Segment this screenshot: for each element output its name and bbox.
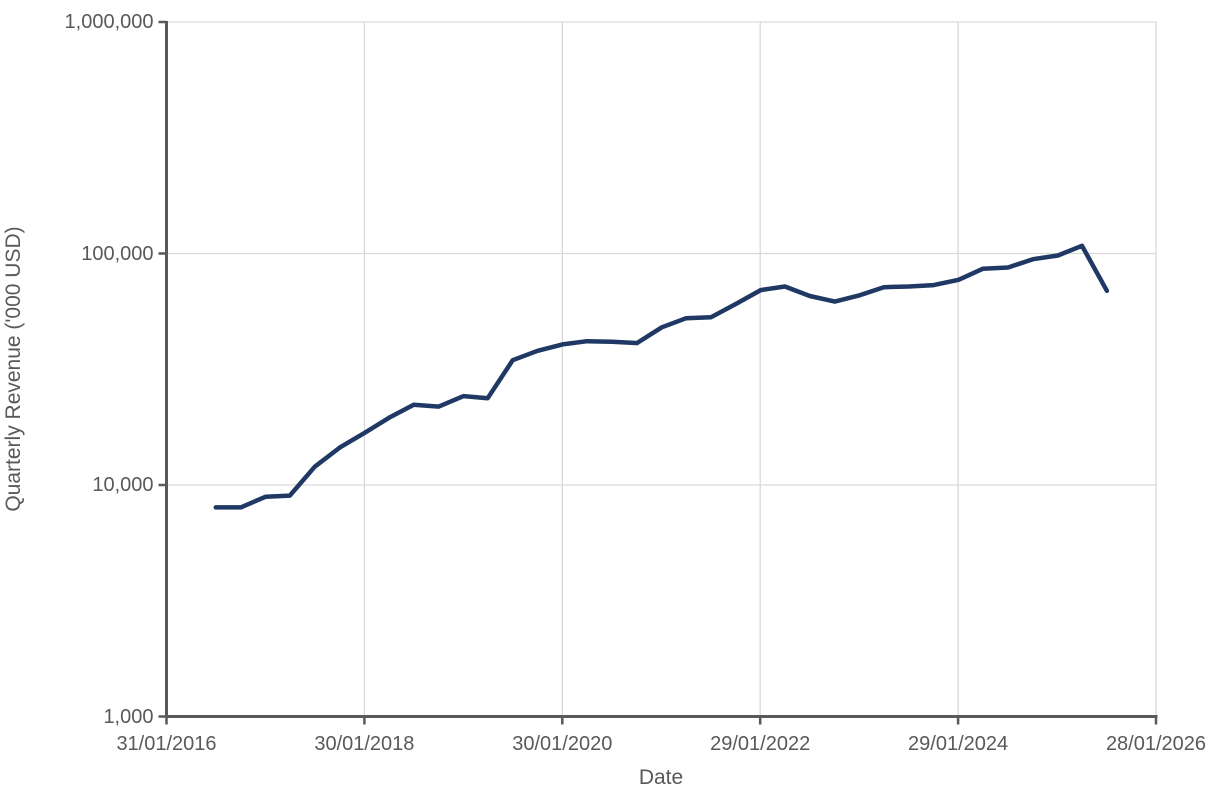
y-tick-label: 1,000: [103, 705, 154, 728]
y-tick-label: 1,000,000: [64, 11, 154, 33]
axes: [165, 21, 1158, 718]
y-axis-title: Quarterly Revenue ('000 USD): [2, 226, 25, 512]
x-tick-label: 30/01/2018: [314, 732, 415, 755]
x-tick-label: 31/01/2016: [116, 732, 217, 755]
x-tick-label: 28/01/2026: [1105, 732, 1207, 755]
x-axis-title: Date: [638, 766, 684, 789]
x-tick-label: 29/01/2022: [710, 732, 811, 755]
x-tick-label: 29/01/2024: [908, 732, 1009, 755]
revenue-line: [213, 243, 1110, 510]
y-tick-label: 100,000: [81, 242, 154, 265]
axis-ticks: [158, 20, 1158, 725]
y-tick-label: 10,000: [92, 474, 154, 496]
gridlines: [166, 21, 1157, 717]
x-tick-label: 30/01/2020: [512, 732, 613, 755]
data-series: [213, 243, 1110, 510]
